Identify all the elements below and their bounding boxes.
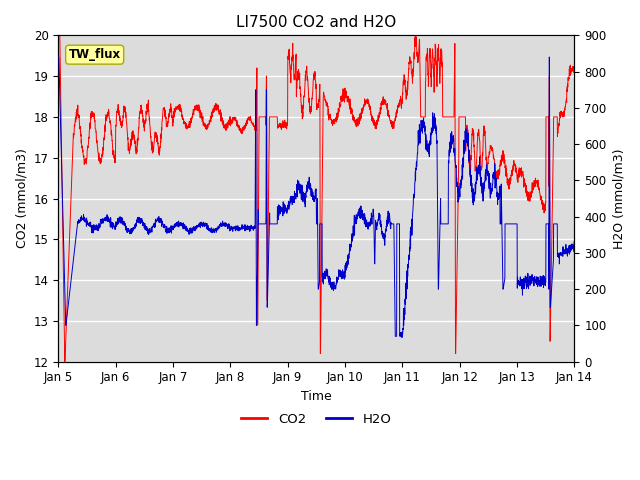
Title: LI7500 CO2 and H2O: LI7500 CO2 and H2O — [236, 15, 397, 30]
Y-axis label: CO2 (mmol/m3): CO2 (mmol/m3) — [15, 149, 28, 249]
Text: TW_flux: TW_flux — [68, 48, 121, 61]
Y-axis label: H2O (mmol/m3): H2O (mmol/m3) — [612, 148, 625, 249]
X-axis label: Time: Time — [301, 390, 332, 403]
Legend: CO2, H2O: CO2, H2O — [236, 408, 397, 431]
